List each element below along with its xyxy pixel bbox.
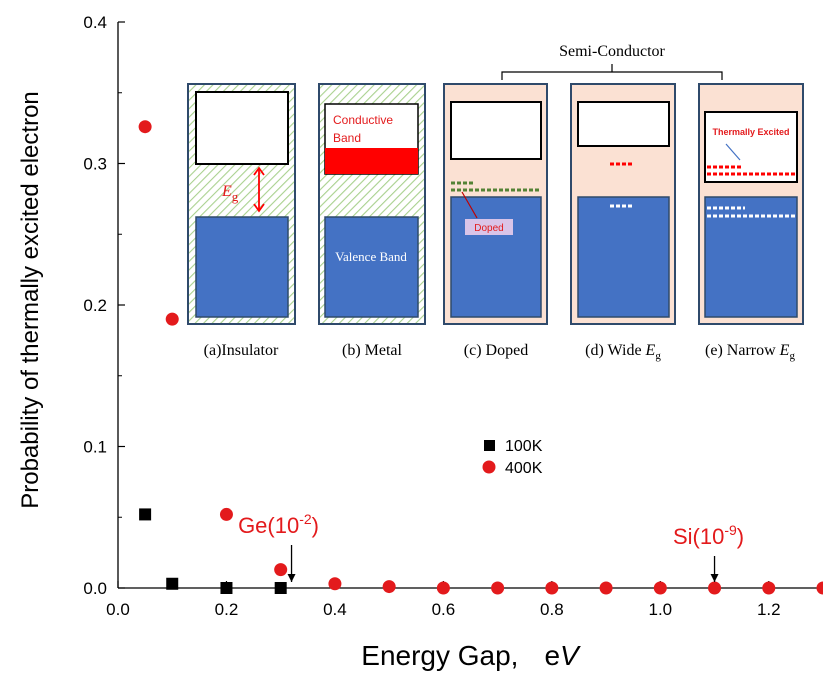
- y-tick-label: 0.4: [83, 13, 107, 32]
- point-400k: [816, 581, 823, 595]
- annotation-ge: Ge(10-2): [238, 511, 319, 538]
- x-axis-title-text: Energy Gap,: [361, 640, 518, 671]
- annotation-arrowhead-si: [710, 574, 719, 582]
- point-400k: [138, 120, 152, 134]
- svg-text:Eg: Eg: [221, 183, 239, 204]
- point-100k: [220, 582, 233, 594]
- point-100k: [166, 577, 179, 590]
- axis-ticks: 0.0 0.2 0.4 0.6 0.8 1.0 1.2 0.0 0.1 0.2 0.3 0.4: [83, 13, 780, 619]
- caption-insulator: (a)Insulator: [204, 342, 279, 359]
- x-tick-label: 1.0: [648, 600, 672, 619]
- annotations: Ge(10-2) Si(10-9): [238, 511, 744, 582]
- x-axis-unit-v: V: [560, 640, 581, 671]
- gap-label-sub: g: [232, 189, 239, 204]
- point-400k: [436, 581, 450, 595]
- annotation-arrowhead-ge: [287, 574, 296, 582]
- point-400k: [328, 577, 342, 591]
- gap-label: E: [221, 183, 232, 200]
- legend-marker-100k: [484, 440, 495, 451]
- y-tick-label: 0.1: [83, 438, 107, 457]
- panel-metal: Conductive Band Valence Band (b) Metal: [318, 83, 426, 359]
- panel-narrow-gap: Thermally Excited (e) Narrow Eg: [698, 83, 804, 362]
- valence-band-label: Valence Band: [335, 249, 407, 264]
- legend: 100K 400K: [482, 438, 543, 477]
- caption-metal: (b) Metal: [342, 342, 403, 359]
- panel-doped: Doped (c) Doped: [443, 83, 548, 359]
- point-400k: [653, 581, 667, 595]
- y-axis-title: Probability of thermally excited electro…: [17, 91, 44, 509]
- point-400k: [165, 312, 179, 326]
- legend-label-400k: 400K: [505, 460, 543, 477]
- caption-wide-gap: (d) Wide Eg: [585, 342, 661, 362]
- point-100k: [139, 508, 152, 521]
- band-diagram-inset: Semi-Conductor Eg (a)Insulator Conductiv…: [187, 43, 804, 362]
- conductive-band-label-2: Band: [333, 131, 361, 145]
- x-tick-label: 1.2: [757, 600, 781, 619]
- point-400k: [382, 580, 396, 594]
- y-tick-label: 0.3: [83, 155, 107, 174]
- point-100k: [274, 582, 287, 594]
- x-axis-unit-e: e: [544, 640, 560, 671]
- point-400k: [491, 581, 505, 595]
- thermal-excited-label: Thermally Excited: [712, 127, 789, 137]
- x-tick-label: 0.4: [323, 600, 347, 619]
- x-tick-label: 0.2: [215, 600, 239, 619]
- y-tick-label: 0.2: [83, 296, 107, 315]
- point-400k: [708, 581, 722, 595]
- conductive-band-label: Conductive: [333, 113, 393, 127]
- semiconductor-bracket: [501, 64, 723, 80]
- panel-insulator: Eg (a)Insulator: [187, 83, 296, 359]
- semiconductor-label: Semi-Conductor: [559, 43, 665, 60]
- x-axis-title: Energy Gap, eV: [361, 640, 581, 671]
- point-400k: [274, 563, 288, 577]
- doped-label: Doped: [474, 223, 503, 234]
- x-tick-label: 0.0: [106, 600, 130, 619]
- point-400k: [762, 581, 776, 595]
- panel-wide-gap: (d) Wide Eg: [570, 83, 676, 362]
- x-tick-label: 0.6: [432, 600, 456, 619]
- y-tick-label: 0.0: [83, 579, 107, 598]
- caption-doped: (c) Doped: [464, 342, 528, 359]
- point-400k: [545, 581, 559, 595]
- annotation-si: Si(10-9): [673, 522, 744, 549]
- point-400k: [219, 507, 233, 521]
- x-tick-label: 0.8: [540, 600, 564, 619]
- legend-marker-400k: [482, 460, 496, 474]
- point-400k: [599, 581, 613, 595]
- data-points: [138, 120, 823, 595]
- legend-label-100k: 100K: [505, 438, 543, 455]
- caption-narrow-gap: (e) Narrow Eg: [705, 342, 795, 362]
